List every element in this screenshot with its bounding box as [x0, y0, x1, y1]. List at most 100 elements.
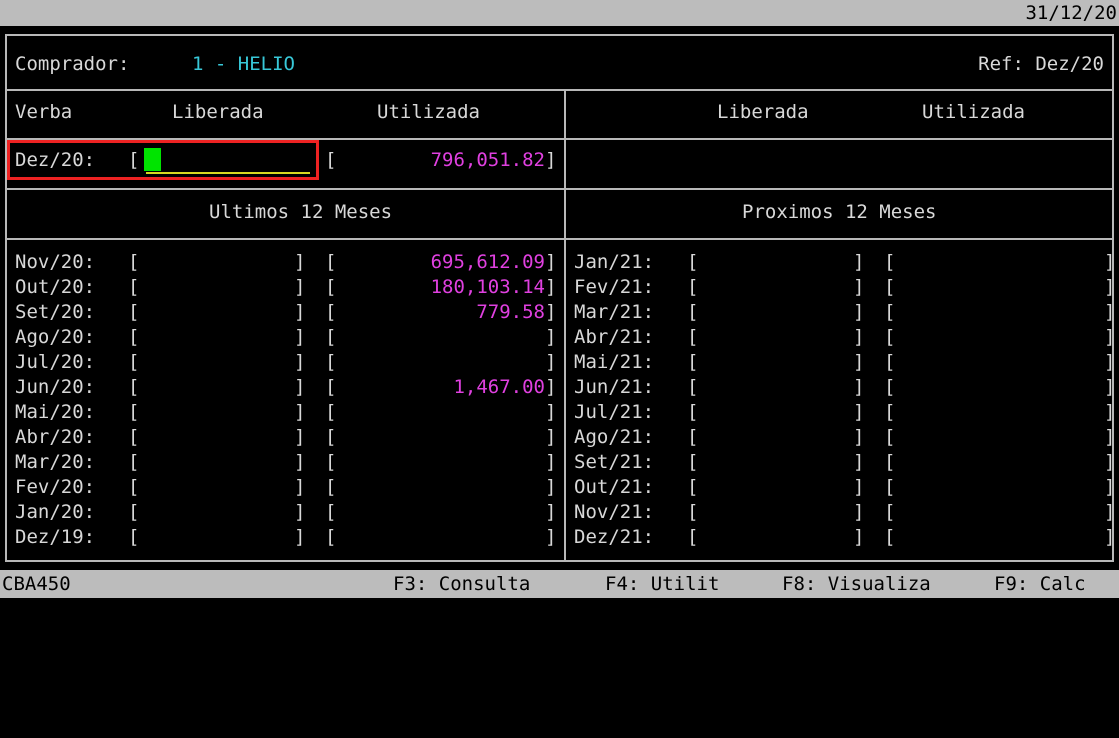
- buyer-label: Comprador:: [15, 53, 130, 75]
- liberada-bracket-open: [: [687, 351, 699, 373]
- utilizada-bracket-open: [: [325, 301, 337, 323]
- utilizada-value[interactable]: 695,612.09: [430, 251, 545, 273]
- liberada-bracket-close: ]: [853, 451, 865, 473]
- month-row-label: Fev/21:: [574, 276, 655, 298]
- month-row-label: Fev/20:: [15, 476, 96, 498]
- fkey-f9-calc[interactable]: F9: Calc: [994, 573, 1086, 595]
- month-row-label: Dez/19:: [15, 526, 96, 548]
- liberada-bracket-open: [: [687, 276, 699, 298]
- liberada-bracket-close: ]: [294, 401, 306, 423]
- current-utilizada-bracket-close: ]: [545, 149, 557, 171]
- utilizada-bracket-close: ]: [1104, 351, 1116, 373]
- liberada-bracket-open: [: [128, 526, 140, 548]
- buyer-value[interactable]: 1 - HELIO: [192, 53, 295, 75]
- liberada-bracket-open: [: [128, 476, 140, 498]
- liberada-bracket-open: [: [687, 251, 699, 273]
- fkey-f8-visualiza[interactable]: F8: Visualiza: [782, 573, 931, 595]
- utilizada-bracket-close: ]: [545, 501, 557, 523]
- utilizada-bracket-close: ]: [1104, 476, 1116, 498]
- utilizada-bracket-close: ]: [1104, 276, 1116, 298]
- liberada-bracket-close: ]: [853, 501, 865, 523]
- utilizada-bracket-open: [: [884, 351, 896, 373]
- utilizada-bracket-open: [: [325, 251, 337, 273]
- utilizada-value[interactable]: 1,467.00: [453, 376, 545, 398]
- focus-highlight-box: [7, 140, 319, 180]
- divider-column-headers: [7, 138, 1112, 140]
- utilizada-bracket-close: ]: [1104, 501, 1116, 523]
- utilizada-bracket-open: [: [325, 526, 337, 548]
- liberada-bracket-close: ]: [294, 426, 306, 448]
- month-row-label: Out/20:: [15, 276, 96, 298]
- status-bar: CBA450 F3: Consulta F4: Utilit F8: Visua…: [0, 570, 1119, 598]
- utilizada-bracket-close: ]: [1104, 251, 1116, 273]
- liberada-bracket-open: [: [128, 501, 140, 523]
- utilizada-bracket-open: [: [325, 451, 337, 473]
- utilizada-bracket-close: ]: [1104, 376, 1116, 398]
- utilizada-bracket-open: [: [884, 276, 896, 298]
- utilizada-bracket-open: [: [884, 426, 896, 448]
- liberada-bracket-close: ]: [294, 526, 306, 548]
- liberada-bracket-open: [: [687, 426, 699, 448]
- liberada-bracket-open: [: [128, 276, 140, 298]
- month-row-label: Mar/21:: [574, 301, 655, 323]
- utilizada-value[interactable]: 779.58: [476, 301, 545, 323]
- divider-section-titles: [7, 238, 1112, 240]
- liberada-bracket-close: ]: [294, 276, 306, 298]
- liberada-bracket-close: ]: [853, 426, 865, 448]
- utilizada-bracket-close: ]: [545, 451, 557, 473]
- utilizada-bracket-close: ]: [545, 401, 557, 423]
- utilizada-bracket-close: ]: [545, 326, 557, 348]
- column-header-verba: Verba: [15, 101, 73, 123]
- utilizada-bracket-close: ]: [545, 276, 557, 298]
- section-title-future: Proximos 12 Meses: [742, 201, 937, 223]
- utilizada-bracket-close: ]: [545, 526, 557, 548]
- month-row-label: Jul/20:: [15, 351, 96, 373]
- month-row-label: Jul/21:: [574, 401, 655, 423]
- month-row-label: Out/21:: [574, 476, 655, 498]
- utilizada-bracket-open: [: [325, 501, 337, 523]
- input-underline: [146, 172, 310, 174]
- liberada-bracket-close: ]: [853, 526, 865, 548]
- month-row-label: Jun/21:: [574, 376, 655, 398]
- title-bar: Compradores 31/12/20: [0, 0, 1119, 50]
- liberada-bracket-close: ]: [853, 251, 865, 273]
- utilizada-bracket-open: [: [884, 501, 896, 523]
- current-utilizada-value: 796,051.82: [430, 149, 545, 171]
- liberada-bracket-close: ]: [294, 251, 306, 273]
- utilizada-bracket-open: [: [325, 376, 337, 398]
- month-row-label: Jan/20:: [15, 501, 96, 523]
- fkey-f4-utilit[interactable]: F4: Utilit: [605, 573, 720, 595]
- utilizada-value[interactable]: 180,103.14: [430, 276, 545, 298]
- utilizada-bracket-close: ]: [1104, 401, 1116, 423]
- column-header-liberada-left: Liberada: [172, 101, 264, 123]
- liberada-bracket-open: [: [128, 401, 140, 423]
- column-header-utilizada-left: Utilizada: [377, 101, 480, 123]
- liberada-bracket-open: [: [687, 301, 699, 323]
- liberada-bracket-close: ]: [294, 351, 306, 373]
- liberada-bracket-open: [: [128, 301, 140, 323]
- system-date: 31/12/20: [1025, 2, 1117, 24]
- vertical-divider: [564, 89, 566, 562]
- utilizada-bracket-open: [: [884, 526, 896, 548]
- month-row-label: Ago/21:: [574, 426, 655, 448]
- liberada-bracket-close: ]: [853, 326, 865, 348]
- liberada-bracket-open: [: [687, 476, 699, 498]
- liberada-bracket-close: ]: [853, 301, 865, 323]
- liberada-bracket-close: ]: [294, 376, 306, 398]
- month-row-label: Jun/20:: [15, 376, 96, 398]
- month-row-label: Ago/20:: [15, 326, 96, 348]
- month-row-label: Jan/21:: [574, 251, 655, 273]
- month-row-label: Mai/20:: [15, 401, 96, 423]
- liberada-bracket-open: [: [128, 376, 140, 398]
- liberada-bracket-open: [: [687, 326, 699, 348]
- fkey-f3-consulta[interactable]: F3: Consulta: [393, 573, 531, 595]
- utilizada-bracket-open: [: [884, 376, 896, 398]
- divider-current-row: [7, 188, 1112, 190]
- utilizada-bracket-close: ]: [1104, 451, 1116, 473]
- program-id: CBA450: [2, 573, 71, 595]
- liberada-bracket-open: [: [128, 426, 140, 448]
- utilizada-bracket-open: [: [884, 251, 896, 273]
- utilizada-bracket-open: [: [325, 401, 337, 423]
- utilizada-bracket-close: ]: [1104, 326, 1116, 348]
- month-row-label: Set/20:: [15, 301, 96, 323]
